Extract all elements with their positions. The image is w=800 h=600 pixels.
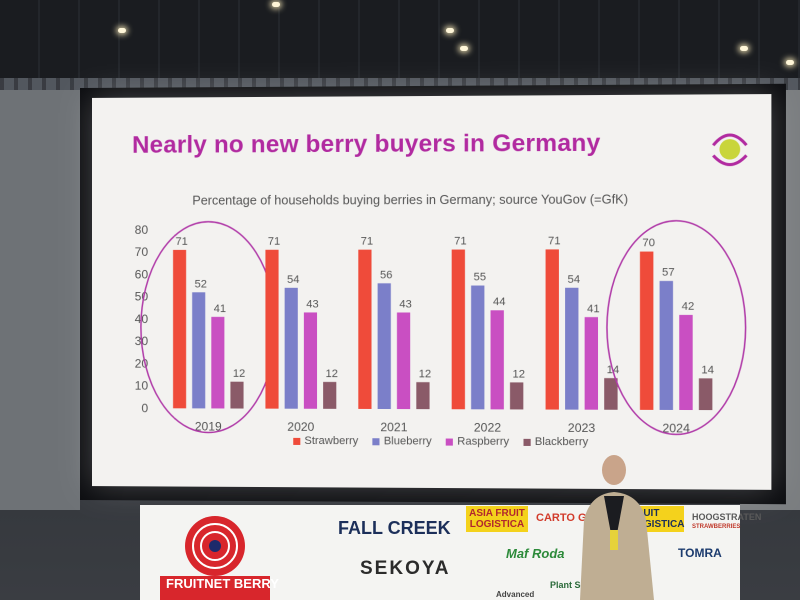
bar-blueberry: [377, 283, 391, 410]
bar-chart: 0102030405060708071524112201971544312202…: [135, 94, 771, 490]
bar-raspberry: [211, 316, 225, 409]
bar-raspberry: [584, 317, 599, 410]
bar-blueberry: [471, 285, 485, 410]
data-label: 43: [399, 298, 411, 310]
x-tick-label: 2020: [287, 420, 314, 434]
highlight-ellipse: [141, 222, 276, 433]
y-tick-label: 60: [135, 267, 149, 281]
sponsor-logo: FALL CREEK: [338, 518, 451, 538]
data-label: 44: [493, 296, 506, 308]
x-tick-label: 2019: [195, 419, 222, 433]
sponsor-logo: Advanced: [496, 590, 535, 599]
chart-legend: Strawberry Blueberry Raspberry Blackberry: [293, 435, 588, 448]
data-label: 71: [454, 235, 466, 247]
x-tick-label: 2024: [662, 421, 690, 435]
legend-label: Raspberry: [457, 435, 510, 448]
data-label: 71: [268, 236, 280, 248]
bar-strawberry: [639, 251, 654, 410]
legend-label: Blueberry: [383, 435, 432, 448]
bar-blackberry: [323, 381, 337, 409]
sponsor-logo: Maf Roda: [506, 546, 565, 561]
sponsor-logo: HOOGSTRATEN: [692, 512, 762, 522]
data-label: 42: [682, 301, 695, 313]
sponsor-logo: TOMRA: [678, 546, 722, 560]
sponsor-logo: STRAWBERRIES: [692, 524, 741, 530]
data-label: 57: [662, 267, 675, 279]
bar-blackberry: [416, 382, 430, 410]
ceiling-light: [460, 46, 468, 51]
bar-blueberry: [659, 280, 674, 410]
data-label: 43: [306, 298, 318, 310]
bar-blackberry: [698, 378, 713, 411]
highlight-ellipse: [607, 221, 746, 435]
speaker-figure: [580, 455, 654, 600]
legend-item: Blueberry: [372, 435, 432, 448]
bar-blackberry: [604, 378, 618, 410]
data-label: 52: [195, 278, 207, 290]
ceiling-light: [272, 2, 280, 7]
ceiling-light: [740, 46, 748, 51]
bar-raspberry: [396, 312, 411, 410]
y-tick-label: 20: [135, 357, 149, 371]
bar-strawberry: [545, 249, 559, 410]
fruitnet-berry-logo: [160, 516, 270, 600]
data-label: 54: [568, 274, 581, 286]
y-tick-label: 10: [135, 379, 149, 393]
data-label: 71: [175, 236, 187, 248]
data-label: 54: [287, 274, 299, 286]
fresh-produce-logo: [705, 125, 755, 174]
sponsor-logo: SEKOYA: [360, 558, 451, 579]
data-label: 56: [380, 269, 392, 281]
legend-label: Strawberry: [304, 434, 359, 448]
banner-text: FRUITNET BERRY: [166, 576, 279, 591]
ceiling-light: [446, 28, 454, 33]
data-label: 14: [701, 364, 714, 376]
y-tick-label: 80: [135, 223, 149, 237]
data-label: 12: [326, 368, 338, 380]
legend-item: Strawberry: [293, 435, 358, 447]
ceiling-light: [118, 28, 126, 33]
bar-blueberry: [192, 292, 206, 409]
bar-strawberry: [358, 249, 372, 409]
legend-swatch: [293, 437, 301, 445]
bar-raspberry: [679, 314, 693, 411]
legend-swatch: [372, 437, 380, 445]
legend-label: Blackberry: [534, 435, 589, 449]
bar-raspberry: [303, 312, 318, 409]
bar-strawberry: [265, 249, 279, 409]
y-tick-label: 50: [135, 290, 149, 304]
ceiling: [0, 0, 800, 80]
projection-screen: Nearly no new berry buyers in Germany Pe…: [80, 83, 786, 505]
legend-swatch: [523, 438, 531, 446]
y-tick-label: 0: [141, 401, 148, 415]
bar-strawberry: [451, 249, 465, 410]
sponsor-logo: ASIA FRUIT LOGISTICA: [466, 506, 528, 532]
bar-blackberry: [510, 382, 524, 410]
bar-raspberry: [490, 310, 504, 410]
x-tick-label: 2021: [380, 420, 407, 434]
data-label: 55: [474, 271, 487, 283]
data-label: 12: [233, 368, 245, 380]
bar-strawberry: [173, 249, 187, 409]
legend-item: Blackberry: [523, 435, 589, 449]
presentation-slide: Nearly no new berry buyers in Germany Pe…: [92, 94, 772, 490]
ceiling-light: [786, 60, 794, 65]
y-tick-label: 70: [135, 245, 149, 259]
data-label: 41: [214, 303, 226, 315]
legend-swatch: [445, 438, 454, 446]
x-tick-label: 2022: [474, 420, 502, 434]
data-label: 71: [361, 236, 373, 248]
wall-left: [0, 90, 80, 510]
data-label: 12: [419, 368, 431, 380]
data-label: 70: [642, 237, 655, 249]
bar-blueberry: [284, 287, 298, 409]
bar-blackberry: [230, 381, 244, 409]
data-label: 41: [587, 303, 600, 315]
x-tick-label: 2023: [568, 421, 596, 435]
data-label: 71: [548, 235, 561, 247]
data-label: 12: [512, 368, 525, 380]
legend-item: Raspberry: [445, 435, 510, 448]
bar-blueberry: [565, 287, 579, 410]
